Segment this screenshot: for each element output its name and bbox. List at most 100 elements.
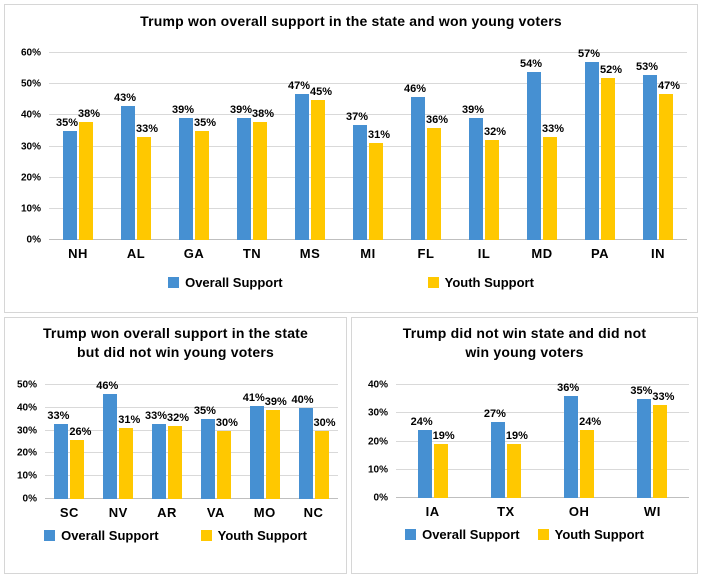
x-axis-label-mo: MO	[253, 505, 276, 520]
data-label: 41%	[242, 391, 265, 404]
y-axis-tick: 20%	[20, 172, 41, 184]
overall-support-bar-sc: 33%	[47, 410, 69, 499]
overall-support-bar-ia: 24%	[411, 416, 433, 498]
youth-support-bar-md: 33%	[542, 123, 564, 240]
x-axis-label-al: AL	[126, 246, 146, 261]
x-axis-label-nh: NH	[68, 246, 88, 261]
y-axis-tick: 40%	[20, 109, 41, 121]
youth-support-bar-oh: 24%	[579, 416, 601, 498]
data-label: 36%	[425, 113, 449, 126]
overall-support-bar-il: 39%	[462, 104, 484, 240]
y-axis: 0% 10% 20% 30% 40% 50% 60%	[5, 48, 49, 246]
plot-area: 33% 26% 46% 31% 33% 32% 35% 30% 41% 39% 40% 30%	[45, 380, 338, 499]
chart-title-line: win young voters	[465, 344, 584, 360]
bar-group-in: 53% 47%	[629, 53, 687, 240]
legend-item-overall-support: Overall Support	[44, 528, 159, 543]
overall-support-bar-va: 35%	[194, 405, 216, 499]
y-axis-tick: 20%	[16, 447, 37, 459]
youth-support-bar-nv: 31%	[118, 414, 140, 499]
plot-area: 24% 19% 27% 19% 36% 24% 35% 33%	[396, 382, 689, 498]
legend-label: Youth Support	[554, 527, 644, 542]
data-label: 32%	[483, 126, 507, 139]
gridline	[49, 176, 687, 178]
plot-area: 35% 38% 43% 33% 39% 35% 39% 38% 47% 45% 37% 31% 46% 3…	[49, 48, 687, 240]
overall-support-bar-ga: 39%	[172, 104, 194, 240]
bar-group-il: 39% 32%	[455, 53, 513, 240]
data-label: 27%	[483, 407, 506, 420]
x-axis-label-sc: SC	[59, 505, 79, 520]
youth-support-bar-tn: 38%	[252, 108, 274, 240]
bar-group-sc: 33% 26%	[45, 385, 94, 499]
legend-label: Youth Support	[217, 528, 307, 543]
bar-group-mi: 37% 31%	[339, 53, 397, 240]
plot-row: 0% 10% 20% 30% 40% 50% 60% 35% 38% 43% 33% 39% 35% 3…	[5, 48, 687, 246]
gridline	[49, 52, 687, 53]
chart-title-line: but did not win young voters	[77, 344, 274, 360]
youth-support-bar-nh: 38%	[78, 108, 100, 240]
gridline	[396, 384, 689, 385]
gridline	[45, 452, 338, 454]
y-axis-tick: 60%	[20, 47, 41, 59]
data-label: 38%	[251, 107, 275, 120]
x-axis-label-ar: AR	[157, 505, 177, 520]
bar-group-mo: 41% 39%	[240, 385, 289, 499]
y-axis-tick: 30%	[367, 407, 388, 419]
youth-support-bar-ga: 35%	[194, 117, 216, 240]
data-label: 35%	[193, 405, 216, 418]
chart-title-line: Trump won overall support in the state a…	[140, 13, 562, 29]
data-label: 31%	[367, 129, 391, 142]
chart-title: Trump did not win state and did not win …	[352, 324, 697, 362]
x-axis-label-nv: NV	[108, 505, 128, 520]
data-label: 40%	[291, 393, 314, 406]
gridline	[396, 412, 689, 414]
overall-support-swatch-icon	[405, 529, 417, 540]
y-axis-tick: 40%	[367, 379, 388, 391]
y-axis-tick: 0%	[22, 493, 37, 505]
data-label: 38%	[77, 107, 101, 120]
overall-support-bar-nv: 46%	[96, 380, 118, 499]
youth-support-bar-mo: 39%	[265, 396, 287, 499]
y-axis: 0% 10% 20% 30% 40%	[352, 380, 396, 504]
y-axis-tick: 0%	[26, 234, 41, 246]
x-axis-labels: NH AL GA TN MS MI FL IL MD PA IN	[49, 246, 687, 261]
gridline	[49, 145, 687, 147]
data-label: 33%	[652, 390, 675, 403]
y-axis-tick: 0%	[373, 492, 388, 504]
data-label: 52%	[599, 63, 623, 76]
legend-item-overall-support: Overall Support	[168, 275, 283, 290]
data-label: 33%	[541, 123, 565, 136]
overall-support-bar-tn: 39%	[230, 104, 252, 240]
bar-group-al: 43% 33%	[107, 53, 165, 240]
plot-row: 0% 10% 20% 30% 40% 24% 19% 27% 19% 36% 24% 35% 33%	[352, 380, 689, 504]
gridline	[45, 384, 338, 385]
x-axis-line	[45, 498, 338, 499]
bar-group-wi: 35% 33%	[616, 385, 689, 498]
overall-support-bar-ar: 33%	[145, 410, 167, 499]
data-label: 19%	[505, 430, 528, 443]
overall-support-swatch-icon	[44, 530, 56, 541]
data-label: 46%	[403, 82, 427, 95]
legend-label: Overall Support	[422, 527, 520, 542]
overall-support-bar-wi: 35%	[630, 385, 652, 498]
gridline	[396, 468, 689, 470]
gridline	[45, 406, 338, 408]
x-axis-line	[396, 497, 689, 498]
bar-group-nc: 40% 30%	[289, 385, 338, 499]
data-label: 31%	[118, 414, 141, 427]
bar-group-ga: 39% 35%	[165, 53, 223, 240]
data-label: 47%	[657, 79, 681, 92]
youth-support-bar-in: 47%	[658, 80, 680, 240]
y-axis-tick: 20%	[367, 436, 388, 447]
bar-groups: 35% 38% 43% 33% 39% 35% 39% 38% 47% 45% 37% 31% 46% 3…	[49, 48, 687, 240]
bar-group-nv: 46% 31%	[94, 380, 143, 499]
data-label: 46%	[96, 380, 119, 393]
data-label: 26%	[69, 425, 92, 438]
data-label: 39%	[461, 104, 485, 117]
x-axis-label-pa: PA	[590, 246, 610, 261]
bar-groups: 24% 19% 27% 19% 36% 24% 35% 33%	[396, 382, 689, 498]
overall-support-bar-pa: 57%	[578, 48, 600, 240]
data-label: 30%	[313, 416, 336, 429]
x-axis-line	[49, 239, 687, 240]
youth-support-bar-ms: 45%	[310, 86, 332, 240]
youth-support-swatch-icon	[427, 277, 439, 288]
